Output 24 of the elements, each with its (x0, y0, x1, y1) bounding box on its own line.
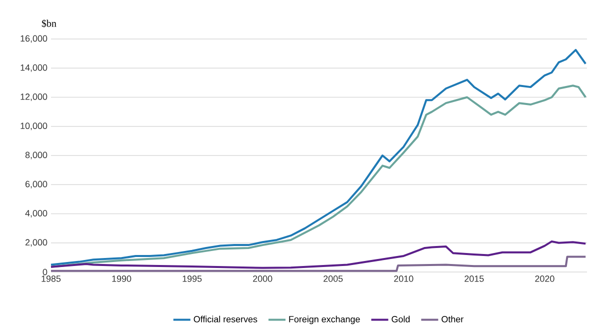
x-tick-label: 2020 (535, 276, 554, 282)
x-tick-label: 1995 (182, 276, 202, 282)
y-tick-label: 0 (42, 268, 48, 276)
line-series (50, 256, 587, 272)
x-tick-label: 1985 (42, 276, 61, 282)
legend-label: Gold (392, 316, 410, 322)
y-tick-label: 10,000 (20, 122, 48, 130)
x-tick-label: 2010 (394, 276, 414, 282)
y-tick-label: 14,000 (20, 64, 48, 72)
y-tick-label: 4,000 (25, 210, 48, 218)
x-tick-label: 2015 (464, 276, 484, 282)
x-tick-label: 2000 (253, 276, 272, 282)
y-tick-label: 2,000 (25, 239, 48, 247)
legend-label: Official reserves (194, 316, 258, 322)
legend-label: Other (442, 316, 464, 322)
line-series (50, 240, 587, 269)
y-tick-label: 8,000 (25, 152, 48, 160)
y-axis-title: $bn (42, 20, 56, 28)
x-tick-label: 2005 (324, 276, 343, 282)
y-tick-label: 16,000 (20, 35, 48, 43)
y-tick-label: 6,000 (25, 180, 48, 188)
x-tick-label: 1990 (112, 276, 132, 282)
legend-label: Foreign exchange (289, 316, 360, 324)
y-tick-label: 12,000 (20, 94, 48, 101)
